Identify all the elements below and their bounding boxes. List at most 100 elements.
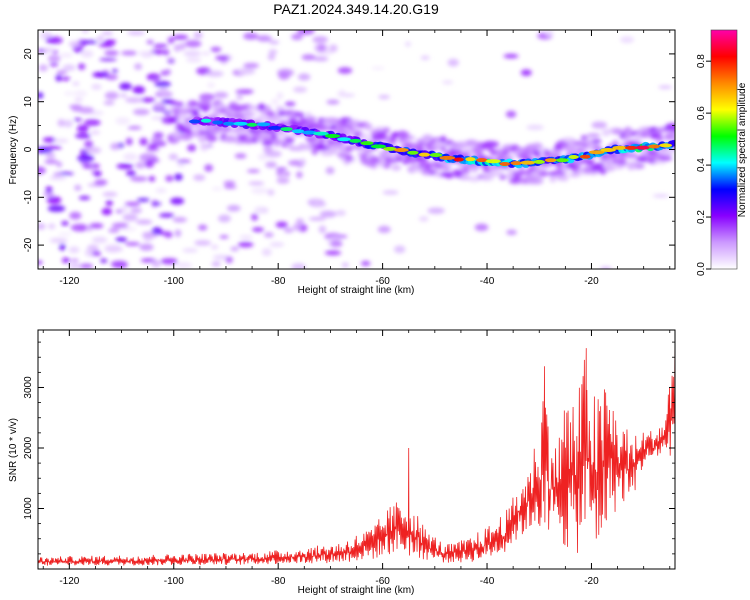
spectrogram-noise-cell <box>116 163 134 170</box>
spectrogram-halo-cell <box>671 136 675 141</box>
spectrogram-ridge-core <box>370 144 387 149</box>
spectrogram-noise-cell <box>252 227 264 233</box>
spectrogram-halo-cell <box>562 174 569 182</box>
spectrogram-noise-cell <box>293 86 308 93</box>
snr-y-ticks: 1000 2000 3000 <box>23 341 675 570</box>
spectrogram-noise-cell <box>217 214 231 223</box>
spectrogram-noise-cell <box>135 162 146 169</box>
spectrogram-noise-cell <box>94 179 108 186</box>
spectrogram-halo-cell <box>585 159 595 166</box>
spectrogram-noise-cell <box>89 223 104 229</box>
colorbar-tick-label: 0.8 <box>696 54 707 68</box>
colorbar-ticks: 0.0 0.2 0.4 0.6 0.8 <box>696 54 711 276</box>
spectrogram-noise-cell <box>234 153 247 159</box>
spectrogram-noise-cell <box>284 101 296 107</box>
spectrogram-noise-cell <box>92 250 102 257</box>
spectrogram-halo-cell <box>658 156 673 162</box>
spectrogram-halo-cell <box>192 109 200 118</box>
spectrogram-noise-cell <box>226 205 241 212</box>
spectrogram-noise-cell <box>104 244 122 253</box>
spectrogram-noise-cell <box>236 94 243 101</box>
spectrogram-noise-cell <box>316 50 333 55</box>
spectrogram-halo-cell <box>568 172 581 178</box>
spectrogram-noise-cell <box>268 49 278 55</box>
colorbar-frame <box>710 29 738 270</box>
spectrogram-noise-cell <box>111 222 129 229</box>
spectrogram-noise-cell <box>45 152 56 159</box>
spectrogram-noise-cell <box>297 30 315 35</box>
spectrogram-ridge-core <box>659 143 673 148</box>
spectrogram-noise-cell <box>81 40 98 44</box>
spectrogram-halo-cell <box>223 135 237 143</box>
spectrogram-noise-cell <box>74 98 83 102</box>
spectrogram-noise-cell <box>105 200 113 206</box>
spectrogram-noise-cell <box>110 142 121 151</box>
spectrogram-noise-cell <box>378 94 390 100</box>
spectrogram-noise-cell <box>91 83 102 90</box>
spectrogram-x-tick-label: -120 <box>59 276 79 287</box>
spectrogram-noise-cell <box>125 97 143 103</box>
spectrogram-halo-cell <box>339 117 353 122</box>
spectrogram-halo-cell <box>293 112 305 118</box>
spectrogram-noise-cell <box>139 137 148 146</box>
spectrogram-noise-cell <box>41 32 53 38</box>
spectrogram-halo-cell <box>612 128 625 135</box>
spectrogram-ridge-core <box>349 138 362 143</box>
spectrogram-noise-cell <box>297 163 304 168</box>
spectrogram-noise-cell <box>63 119 73 128</box>
spectrogram-noise-cell <box>620 36 635 44</box>
spectrogram-halo-cell <box>580 135 588 141</box>
spectrogram-halo-cell <box>662 148 675 156</box>
spectrogram-noise-cell <box>237 241 254 248</box>
spectrogram-noise-cell <box>144 161 155 168</box>
spectrogram-halo-cell <box>182 134 190 139</box>
spectrogram-noise-cell <box>46 196 62 205</box>
spectrogram-halo-cell <box>670 127 675 133</box>
spectrogram-noise-cell <box>96 35 104 42</box>
spectrogram-noise-cell <box>312 56 329 62</box>
spectrogram-ridge-core <box>383 146 397 151</box>
spectrogram-noise-cell <box>112 263 128 269</box>
spectrogram-noise-cell <box>176 163 185 167</box>
spectrogram-noise-cell <box>268 40 280 45</box>
spectrogram-halo-cell <box>261 139 274 146</box>
spectrogram-x-tick-label: -20 <box>584 276 599 287</box>
spectrogram-noise-cell <box>48 175 67 181</box>
spectrogram-noise-cell <box>276 176 290 184</box>
spectrogram-noise-cell <box>297 73 311 81</box>
spectrogram-halo-cell <box>612 165 625 170</box>
spectrogram-noise-cell <box>38 166 46 175</box>
snr-plot-area <box>38 330 675 569</box>
spectrogram-ridge-core <box>588 150 605 155</box>
spectrogram-noise-cell <box>47 55 61 62</box>
spectrogram-noise-cell <box>179 42 186 51</box>
spectrogram-noise-cell <box>341 262 349 268</box>
spectrogram-noise-cell <box>121 226 137 232</box>
spectrogram-noise-cell <box>146 39 154 45</box>
spectrogram-noise-cell <box>38 260 43 265</box>
spectrogram-noise-cell <box>360 260 371 267</box>
spectrogram-noise-cell <box>325 166 335 175</box>
spectrogram-noise-cell <box>200 143 209 152</box>
spectrogram-noise-cell <box>76 124 89 133</box>
colorbar-bar <box>711 30 737 269</box>
colorbar-tick-label: 0.6 <box>696 106 707 120</box>
spectrogram-noise-cell <box>267 189 275 196</box>
spectrogram-noise-cell <box>77 154 95 163</box>
spectrogram-noise-cell <box>124 201 141 207</box>
spectrogram-noise-cell <box>121 50 137 56</box>
spectrogram-ridge-core <box>223 121 236 126</box>
spectrogram-noise-cell <box>61 76 71 81</box>
spectrogram-noise-cell <box>223 180 236 186</box>
spectrogram-noise-cell <box>187 144 197 152</box>
snr-x-tick-label: -40 <box>480 576 495 587</box>
snr-y-tick-label: 1000 <box>23 497 34 520</box>
spectrogram-noise-cell <box>243 62 260 69</box>
spectrogram-halo-cell <box>391 164 402 171</box>
spectrogram-halo-cell <box>358 133 371 141</box>
spectrogram-halo-cell <box>345 144 353 153</box>
spectrogram-noise-cell <box>154 81 171 88</box>
spectrogram-noise-cell <box>56 70 68 75</box>
spectrogram-halo-cell <box>201 105 209 113</box>
spectrogram-noise-cell <box>545 30 554 37</box>
